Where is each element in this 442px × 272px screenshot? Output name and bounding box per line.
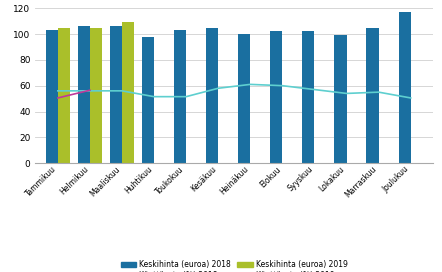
Bar bbox=[270, 31, 282, 163]
Bar bbox=[238, 34, 250, 163]
Bar bbox=[122, 22, 134, 163]
Bar bbox=[174, 30, 186, 163]
Legend: Keskihinta (euroa) 2018, Käyttöaste (%) 2018, Keskihinta (euroa) 2019, Käyttöast: Keskihinta (euroa) 2018, Käyttöaste (%) … bbox=[118, 257, 351, 272]
Bar bbox=[302, 31, 314, 163]
Bar bbox=[110, 26, 122, 163]
Bar bbox=[46, 30, 58, 163]
Bar bbox=[90, 28, 102, 163]
Bar bbox=[58, 28, 70, 163]
Bar bbox=[399, 12, 411, 163]
Bar bbox=[142, 37, 154, 163]
Bar bbox=[206, 27, 218, 163]
Bar bbox=[366, 27, 379, 163]
Bar bbox=[334, 35, 347, 163]
Bar bbox=[78, 26, 90, 163]
